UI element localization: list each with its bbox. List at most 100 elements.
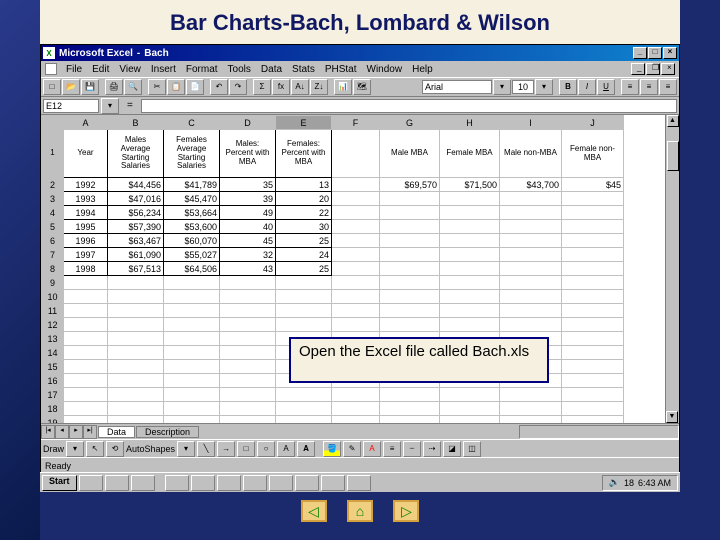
cell[interactable] xyxy=(164,332,220,346)
cell[interactable] xyxy=(440,290,500,304)
col-header[interactable]: D xyxy=(220,116,276,130)
row-header[interactable]: 2 xyxy=(42,178,64,192)
cell[interactable] xyxy=(332,192,380,206)
line-color-button[interactable]: ✎ xyxy=(343,441,361,457)
row-header[interactable]: 16 xyxy=(42,374,64,388)
row-header[interactable]: 5 xyxy=(42,220,64,234)
cell[interactable]: Males: Percent with MBA xyxy=(220,130,276,178)
draw-dropdown-icon[interactable]: ▾ xyxy=(66,441,84,457)
cell[interactable] xyxy=(380,234,440,248)
cell[interactable] xyxy=(562,248,624,262)
cell[interactable] xyxy=(562,304,624,318)
vertical-scrollbar[interactable]: ▲ ▼ xyxy=(665,115,679,423)
cell[interactable]: $69,570 xyxy=(380,178,440,192)
underline-button[interactable]: U xyxy=(597,79,615,95)
system-tray[interactable]: 🔊 18 6:43 AM xyxy=(602,475,678,491)
menu-view[interactable]: View xyxy=(114,64,146,75)
cell[interactable]: 45 xyxy=(220,234,276,248)
cell[interactable] xyxy=(380,262,440,276)
cell[interactable]: 39 xyxy=(220,192,276,206)
cell[interactable] xyxy=(500,402,562,416)
font-color-button[interactable]: A xyxy=(363,441,381,457)
scroll-thumb[interactable] xyxy=(667,141,679,171)
cell[interactable] xyxy=(276,276,332,290)
align-left-button[interactable]: ≡ xyxy=(621,79,639,95)
cell[interactable] xyxy=(108,402,164,416)
cell[interactable] xyxy=(108,346,164,360)
row-header[interactable]: 18 xyxy=(42,402,64,416)
cell[interactable]: 1998 xyxy=(64,262,108,276)
bold-button[interactable]: B xyxy=(559,79,577,95)
cell[interactable]: 1995 xyxy=(64,220,108,234)
scroll-down-icon[interactable]: ▼ xyxy=(666,411,678,423)
cell[interactable]: 35 xyxy=(220,178,276,192)
doc-minimize-button[interactable]: _ xyxy=(631,63,645,75)
cell[interactable] xyxy=(164,290,220,304)
tab-first-button[interactable]: |◂ xyxy=(41,425,55,439)
cell[interactable]: Male MBA xyxy=(380,130,440,178)
cell[interactable] xyxy=(440,318,500,332)
cell[interactable] xyxy=(562,318,624,332)
sheet-tab-data[interactable]: Data xyxy=(98,426,135,438)
cell[interactable]: 49 xyxy=(220,206,276,220)
cell[interactable] xyxy=(440,262,500,276)
cell[interactable] xyxy=(380,276,440,290)
cell[interactable] xyxy=(380,220,440,234)
taskbar-item[interactable] xyxy=(243,475,267,491)
cell[interactable] xyxy=(276,304,332,318)
col-header[interactable]: J xyxy=(562,116,624,130)
taskbar-item[interactable] xyxy=(295,475,319,491)
textbox-button[interactable]: A xyxy=(277,441,295,457)
cell[interactable] xyxy=(440,206,500,220)
col-header[interactable]: A xyxy=(64,116,108,130)
map-button[interactable]: 🗺 xyxy=(353,79,371,95)
start-button[interactable]: Start xyxy=(42,475,77,491)
row-header[interactable]: 8 xyxy=(42,262,64,276)
cell[interactable]: 20 xyxy=(276,192,332,206)
cell[interactable] xyxy=(276,388,332,402)
cell[interactable] xyxy=(440,276,500,290)
cell[interactable] xyxy=(562,206,624,220)
menu-window[interactable]: Window xyxy=(362,64,408,75)
col-header[interactable]: E xyxy=(276,116,332,130)
fontsize-select[interactable]: 10 xyxy=(512,80,534,94)
cell[interactable]: $45,470 xyxy=(164,192,220,206)
rotate-button[interactable]: ⟲ xyxy=(106,441,124,457)
cell[interactable] xyxy=(440,220,500,234)
row-header[interactable]: 7 xyxy=(42,248,64,262)
taskbar-item[interactable] xyxy=(321,475,345,491)
cell[interactable] xyxy=(500,318,562,332)
cell[interactable] xyxy=(64,346,108,360)
cell[interactable] xyxy=(562,262,624,276)
cell[interactable] xyxy=(380,416,440,424)
save-button[interactable]: 💾 xyxy=(81,79,99,95)
cell[interactable] xyxy=(562,192,624,206)
cell[interactable] xyxy=(164,402,220,416)
row-header[interactable]: 15 xyxy=(42,360,64,374)
cell[interactable]: $60,070 xyxy=(164,234,220,248)
cell[interactable] xyxy=(276,290,332,304)
cell[interactable]: Female MBA xyxy=(440,130,500,178)
scroll-up-icon[interactable]: ▲ xyxy=(667,115,679,127)
row-header[interactable]: 11 xyxy=(42,304,64,318)
cell[interactable]: 32 xyxy=(220,248,276,262)
cell[interactable] xyxy=(332,290,380,304)
row-header[interactable]: 14 xyxy=(42,346,64,360)
formula-input[interactable] xyxy=(141,99,677,113)
cell[interactable]: 1994 xyxy=(64,206,108,220)
cell[interactable] xyxy=(332,416,380,424)
cell[interactable] xyxy=(276,318,332,332)
arrow-style-button[interactable]: ⇢ xyxy=(423,441,441,457)
cell[interactable]: 1996 xyxy=(64,234,108,248)
cell[interactable] xyxy=(562,388,624,402)
menu-tools[interactable]: Tools xyxy=(223,64,256,75)
row-header[interactable]: 4 xyxy=(42,206,64,220)
3d-button[interactable]: ◫ xyxy=(463,441,481,457)
cell[interactable] xyxy=(64,332,108,346)
cell[interactable]: 40 xyxy=(220,220,276,234)
cell[interactable] xyxy=(64,276,108,290)
function-button[interactable]: fx xyxy=(272,79,290,95)
cell[interactable] xyxy=(332,402,380,416)
taskbar-item[interactable] xyxy=(269,475,293,491)
taskbar-item[interactable] xyxy=(217,475,241,491)
